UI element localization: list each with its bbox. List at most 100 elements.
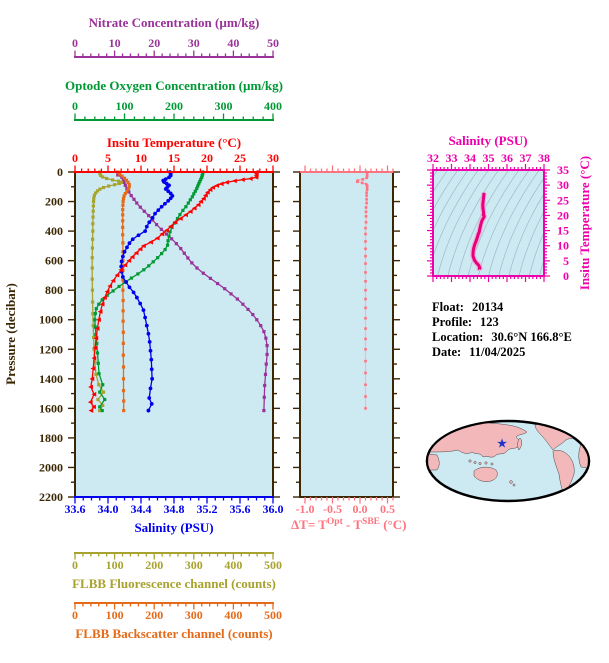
data-marker	[91, 237, 95, 241]
data-marker	[121, 208, 125, 212]
isopycnal-line	[508, 193, 544, 276]
data-marker	[120, 274, 125, 279]
data-marker	[127, 285, 132, 290]
oxygen-tick-label: 400	[264, 99, 282, 113]
data-marker	[105, 176, 109, 181]
fluorescence-tick-label: 200	[145, 558, 163, 572]
data-marker	[365, 173, 369, 177]
data-marker	[146, 331, 151, 336]
data-marker	[186, 201, 190, 205]
data-marker	[107, 184, 111, 188]
data-marker	[201, 172, 205, 176]
pressure-tick-label: 1600	[39, 401, 63, 415]
data-marker	[149, 357, 154, 362]
data-marker	[142, 209, 146, 213]
data-marker	[365, 191, 368, 194]
data-marker	[94, 326, 100, 331]
ts-temperature-tick-label: 30	[557, 178, 569, 192]
temperature-tick-label: 0	[72, 151, 78, 165]
data-marker	[121, 219, 125, 223]
data-marker	[259, 324, 263, 328]
data-marker	[150, 376, 155, 381]
location-value: 30.6°N 166.8°E	[491, 330, 572, 344]
backscatter-tick-label: 200	[145, 608, 163, 622]
data-marker	[99, 173, 103, 178]
pressure-tick-label: 800	[45, 283, 63, 297]
data-marker	[195, 266, 199, 270]
data-marker	[251, 312, 255, 317]
data-marker	[88, 408, 94, 413]
data-marker	[147, 220, 152, 225]
data-marker	[175, 216, 180, 221]
fluorescence-tick-label: 400	[224, 558, 242, 572]
delta-t-title-part: ΔT= T	[291, 517, 327, 532]
data-marker	[355, 180, 359, 184]
data-marker	[265, 343, 269, 348]
delta-t-tick-label: 0.5	[380, 502, 395, 516]
delta-t-axis-title: ΔT= TOpt - TSBE (°C)	[291, 517, 407, 532]
ts-temperature-tick-label: 15	[557, 224, 569, 238]
data-marker	[168, 196, 173, 201]
landmass-island	[468, 459, 472, 463]
data-marker	[197, 182, 201, 186]
ts-curve	[471, 192, 486, 271]
data-marker	[262, 329, 266, 334]
data-marker	[100, 408, 104, 413]
profile-number-line: Profile: 123	[432, 315, 499, 329]
data-marker	[136, 233, 141, 238]
data-marker	[119, 259, 124, 264]
data-marker	[255, 318, 259, 322]
pressure-tick-label: 1200	[39, 342, 63, 356]
data-marker	[201, 196, 206, 201]
ts-temperature-tick-label: 20	[557, 208, 569, 222]
data-marker	[196, 184, 200, 188]
data-marker	[117, 181, 121, 186]
data-marker	[93, 311, 97, 316]
location-line: Location: 30.6°N 166.8°E	[432, 330, 572, 344]
temperature-tick-label: 10	[135, 151, 147, 165]
nitrate-tick-label: 0	[72, 36, 78, 50]
data-marker	[126, 187, 131, 191]
data-marker	[210, 185, 216, 190]
isopycnal-line	[518, 210, 544, 276]
data-marker	[147, 396, 152, 400]
data-marker	[97, 372, 101, 376]
data-marker	[122, 180, 126, 184]
float-id-value: 20134	[472, 300, 504, 314]
data-marker	[190, 195, 194, 199]
data-marker	[97, 408, 102, 413]
data-marker	[148, 239, 153, 245]
data-marker	[88, 384, 93, 390]
date-value: 11/04/2025	[469, 345, 525, 359]
data-marker	[91, 392, 97, 397]
data-marker	[198, 199, 204, 204]
data-marker	[263, 372, 268, 376]
pressure-tick-label: 1400	[39, 372, 63, 386]
data-marker	[121, 319, 125, 323]
data-marker	[214, 183, 219, 188]
data-marker	[365, 194, 368, 197]
data-marker	[101, 390, 106, 394]
data-marker	[98, 172, 102, 176]
pressure-tick-label: 600	[45, 254, 63, 268]
isopycnal-line	[528, 231, 544, 276]
backscatter-tick-label: 100	[106, 608, 124, 622]
data-marker	[116, 179, 121, 183]
data-marker	[177, 216, 183, 221]
data-marker	[101, 403, 105, 408]
data-marker	[149, 402, 154, 406]
backscatter-axis-title: FLBB Backscatter channel (counts)	[75, 626, 272, 641]
data-marker	[215, 281, 220, 286]
data-marker	[118, 267, 124, 273]
date-label: Date:	[432, 345, 461, 359]
salinity-tick-label: 34.8	[164, 502, 185, 516]
data-marker	[90, 366, 96, 371]
data-marker	[168, 230, 172, 234]
data-marker	[163, 187, 168, 191]
data-marker	[101, 383, 105, 387]
data-marker	[146, 408, 151, 413]
fluorescence-axis-title: FLBB Fluorescence channel (counts)	[72, 576, 276, 591]
salinity-tick-label: 33.6	[65, 502, 86, 516]
data-marker	[178, 212, 182, 217]
data-marker	[121, 330, 125, 334]
